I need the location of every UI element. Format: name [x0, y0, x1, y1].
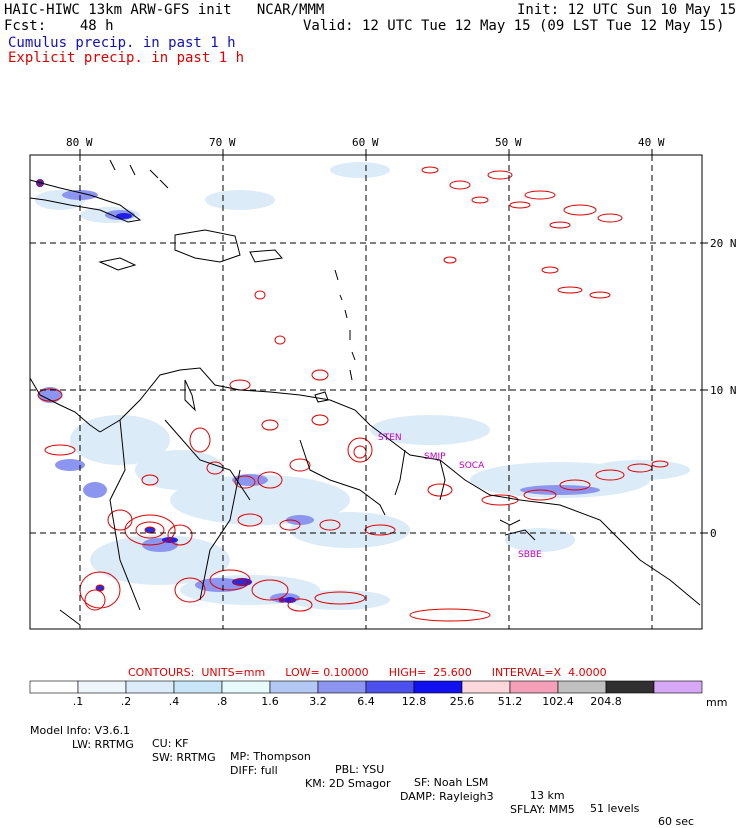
legend-explicit: Explicit precip. in past 1 h	[8, 50, 245, 66]
model-res: 13 km	[530, 789, 565, 802]
lon-label-50w: 50 W	[495, 136, 522, 149]
init-time: Init: 12 UTC Sun 10 May 15	[517, 2, 737, 18]
scale-swatch	[269, 680, 319, 694]
scale-swatch	[173, 680, 223, 694]
legend-cumulus: Cumulus precip. in past 1 h	[8, 35, 236, 51]
title-text: HAIC-HIWC 13km ARW-GFS init	[4, 2, 232, 18]
contour-interval: INTERVAL=X 4.0000	[491, 666, 607, 679]
lat-label-20n: 20 N	[710, 237, 737, 250]
scale-tick-label: 12.8	[402, 695, 427, 708]
coastlines	[29, 159, 701, 626]
fcst-label: Fcst:	[4, 18, 47, 34]
scale-swatch	[413, 680, 463, 694]
scale-tick-label: 3.2	[309, 695, 327, 708]
contour-low: LOW= 0.10000	[285, 666, 369, 679]
lon-ticks	[79, 149, 708, 534]
model-mp: MP: Thompson	[230, 750, 311, 763]
model-version: Model Info: V3.6.1	[30, 724, 131, 737]
model-info-line2: LW: RRTMG SW: RRTMG DIFF: full KM: 2D Sm…	[30, 725, 730, 816]
forecast-hour: Fcst: 48 h	[4, 18, 114, 34]
contour-units: CONTOURS: UNITS=mm	[128, 666, 266, 679]
scale-swatch	[365, 680, 415, 694]
scale-tick-label: .8	[217, 695, 228, 708]
scale-swatch	[125, 680, 175, 694]
station-soca: SOCA	[459, 461, 485, 471]
valid-time: Valid: 12 UTC Tue 12 May 15 (09 LST Tue …	[303, 18, 725, 34]
map-figure: 80 W 70 W 60 W 50 W 40 W 20 N 10 N 0 STE…	[29, 136, 737, 709]
scale-tick-label: 204.8	[590, 695, 622, 708]
model-damp: DAMP: Rayleigh3	[400, 790, 494, 803]
scale-swatch	[653, 680, 703, 694]
graticule	[30, 155, 702, 629]
model-pbl: PBL: YSU	[335, 763, 385, 776]
lat-label-0: 0	[710, 527, 717, 540]
explicit-precip-cores	[36, 179, 286, 603]
scale-unit: mm	[706, 696, 727, 709]
model-levels: 51 levels	[590, 802, 640, 815]
scale-tick-label: .2	[121, 695, 132, 708]
scale-tick-label: .1	[73, 695, 84, 708]
scale-swatch	[29, 680, 79, 694]
lon-label-40w: 40 W	[638, 136, 665, 149]
contour-info: CONTOURS: UNITS=mm LOW= 0.10000 HIGH= 25.6…	[128, 666, 627, 679]
scale-swatch	[461, 680, 511, 694]
fcst-value: 48 h	[79, 18, 114, 34]
scale-tick-label: 25.6	[450, 695, 475, 708]
station-sbbe: SBBE	[518, 550, 542, 560]
model-info-line1: Model Info: V3.6.1 CU: KF MP: Thompson P…	[30, 711, 730, 828]
model-sflay: SFLAY: MM5	[510, 803, 575, 816]
scale-swatch	[317, 680, 367, 694]
scale-tick-label: 102.4	[542, 695, 574, 708]
scale-tick-label: 6.4	[357, 695, 375, 708]
org-text: NCAR/MMM	[256, 2, 325, 18]
station-sten: STEN	[378, 433, 402, 443]
model-sw: SW: RRTMG	[152, 751, 216, 764]
scale-swatch	[221, 680, 271, 694]
model-sf: SF: Noah LSM	[414, 776, 489, 789]
contour-high: HIGH= 25.600	[388, 666, 472, 679]
station-smjp: SMJP	[424, 452, 446, 462]
scale-swatch	[557, 680, 607, 694]
color-scale-bar: .1 .2 .4 .8 1.6 3.2 6.4 12.8 25.6 51.2 102.4 204.8	[29, 680, 703, 708]
lon-label-70w: 70 W	[209, 136, 236, 149]
scale-tick-label: 1.6	[261, 695, 279, 708]
scale-swatch	[605, 680, 655, 694]
scale-tick-label: .4	[169, 695, 180, 708]
lon-label-60w: 60 W	[352, 136, 379, 149]
scale-tick-label: 51.2	[498, 695, 523, 708]
scale-swatch	[77, 680, 127, 694]
model-timestep: 60 sec	[658, 815, 695, 828]
scale-swatch	[509, 680, 559, 694]
lon-label-80w: 80 W	[66, 136, 93, 149]
model-km: KM: 2D Smagor	[305, 777, 391, 790]
lat-label-10n: 10 N	[710, 384, 737, 397]
map-title: HAIC-HIWC 13km ARW-GFS init NCAR/MMM	[4, 2, 324, 18]
model-diff: DIFF: full	[230, 764, 278, 777]
